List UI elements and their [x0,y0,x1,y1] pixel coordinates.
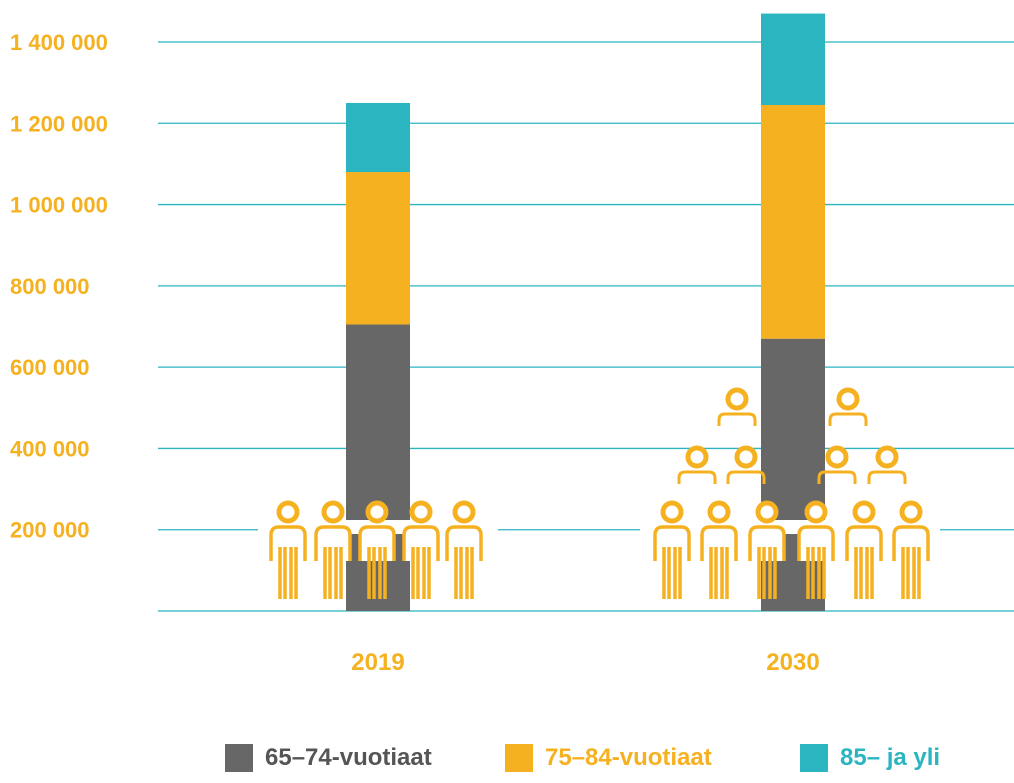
category-labels: 2019 2030 [351,649,819,676]
chart: 200 000 400 000 600 000 800 000 1 000 000 1 2… [0,0,1014,730]
y-tick-label: 400 000 [10,436,90,461]
bar-segment [761,14,825,105]
y-tick-label: 600 000 [10,355,90,380]
person-icon [316,503,350,599]
legend-item: 75–84-vuotiaat [505,738,712,778]
y-tick-label: 800 000 [10,274,90,299]
person-icon [271,503,305,599]
person-icon [719,390,755,426]
bar-segment [761,105,825,339]
category-label: 2019 [351,649,404,676]
person-icon [447,503,481,599]
bar-segment [346,172,410,324]
y-tick-label: 200 000 [10,518,90,543]
person-icon [702,503,736,599]
legend-label: 85– ja yli [840,744,940,772]
legend-swatch [505,744,533,772]
person-icon [894,503,928,599]
y-tick-label: 1 400 000 [10,30,108,55]
category-label: 2030 [766,649,819,676]
legend-item: 85– ja yli [800,738,940,778]
bar-segment [346,103,410,172]
legend-label: 65–74-vuotiaat [265,744,432,772]
y-tick-label: 1 200 000 [10,111,108,136]
person-icon [728,448,764,484]
legend-swatch [800,744,828,772]
person-icon [869,448,905,484]
person-icon [655,503,689,599]
person-icon [679,448,715,484]
legend: 65–74-vuotiaat 75–84-vuotiaat 85– ja yli [0,738,1014,778]
person-icon [847,503,881,599]
person-icon [830,390,866,426]
y-tick-labels: 200 000 400 000 600 000 800 000 1 000 000 1 2… [10,30,108,543]
legend-label: 75–84-vuotiaat [545,744,712,772]
bar-segment [346,324,410,611]
legend-swatch [225,744,253,772]
legend-item: 65–74-vuotiaat [225,738,432,778]
y-tick-label: 1 000 000 [10,193,108,218]
